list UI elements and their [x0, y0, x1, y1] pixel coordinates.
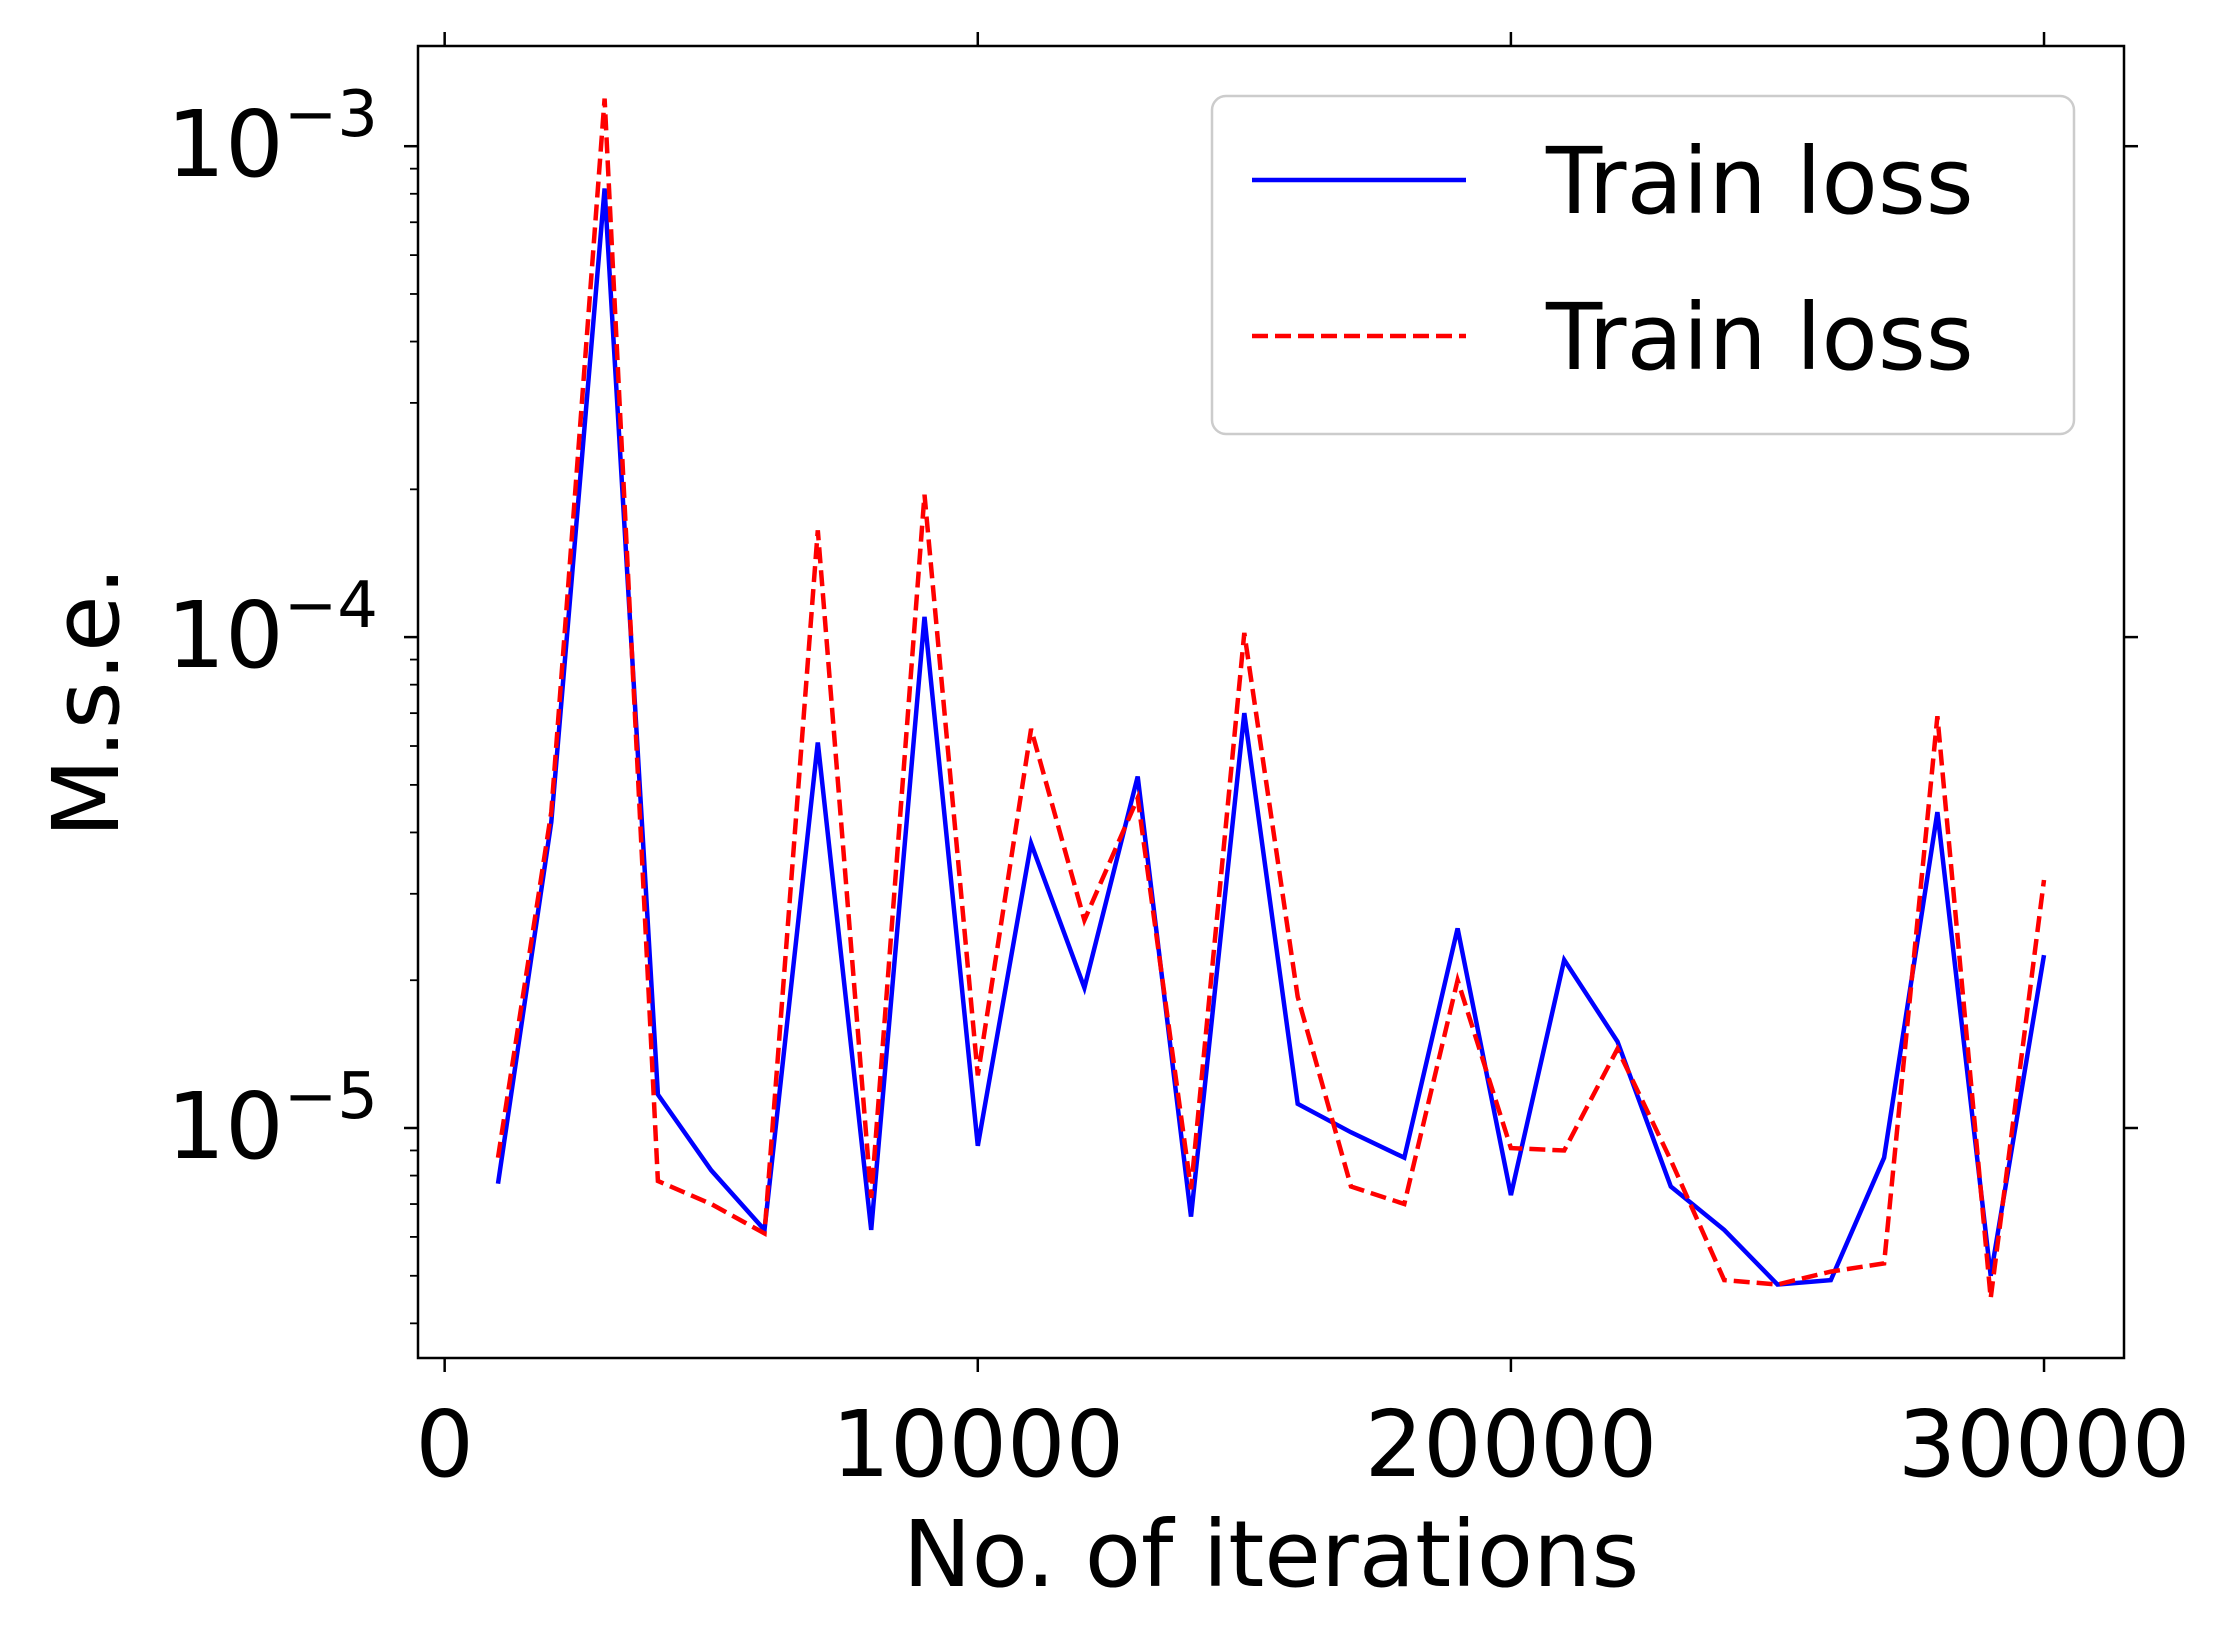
x-axis-label: No. of iterations: [903, 1501, 1640, 1608]
lines-layer: [495, 98, 2047, 1299]
ticks-layer: 0 10000 20000 30000 10−5 10−4 10−3: [167, 32, 2191, 1498]
x-tick-label: 30000: [1898, 1391, 2191, 1498]
y-tick-label: 10−5: [167, 1060, 378, 1180]
legend: Train loss Train loss: [1210, 94, 2076, 436]
y-axis-label: M.s.e.: [33, 566, 140, 838]
legend-label-red: Train loss: [1545, 284, 1974, 391]
legend-label-blue: Train loss: [1545, 128, 1974, 235]
y-tick-label: 10−3: [167, 78, 378, 198]
x-tick-label: 20000: [1365, 1391, 1658, 1498]
x-tick-label: 10000: [831, 1391, 1124, 1498]
train-loss-red-line: [495, 98, 2047, 1299]
y-tick-label: 10−4: [167, 569, 378, 689]
x-tick-label: 0: [415, 1391, 474, 1498]
plot-frame: [416, 44, 2126, 1360]
